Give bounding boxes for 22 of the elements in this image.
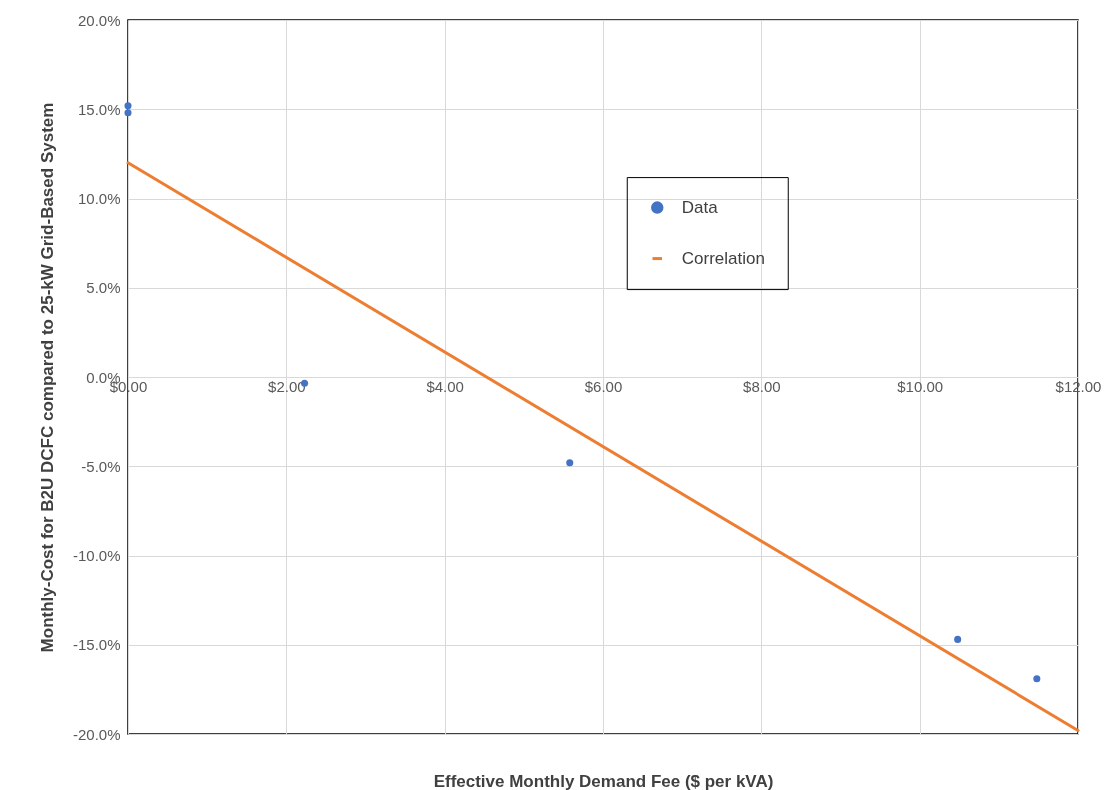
x-tick-label: $4.00 bbox=[426, 377, 464, 395]
x-tick-label: $2.00 bbox=[268, 377, 306, 395]
legend-label: Correlation bbox=[681, 248, 765, 268]
x-tick-label: $6.00 bbox=[584, 377, 623, 395]
point bbox=[566, 459, 574, 467]
point bbox=[954, 635, 962, 643]
y-tick-label: -10.0% bbox=[72, 547, 121, 564]
point bbox=[124, 109, 132, 117]
legend-label: Data bbox=[681, 197, 719, 217]
y-tick-label: -15.0% bbox=[72, 636, 121, 654]
x-axis-title: Effective Monthly Demand Fee ($ per kVA) bbox=[433, 771, 774, 790]
y-tick-label: 10.0% bbox=[77, 190, 121, 207]
y-tick-label: 20.0% bbox=[77, 11, 121, 29]
point bbox=[124, 102, 132, 110]
y-tick-label: 5.0% bbox=[86, 279, 121, 297]
y-axis-title: Monthly-Cost for B2U DCFC compared to 25-kW Grid-Based System bbox=[37, 102, 57, 653]
y-tick-label: -20.0% bbox=[72, 725, 121, 743]
point bbox=[1033, 675, 1041, 683]
y-tick-label: -5.0% bbox=[81, 457, 121, 475]
x-tick-label: $8.00 bbox=[743, 377, 781, 395]
x-tick-label: $10.00 bbox=[897, 377, 944, 395]
y-tick-label: 15.0% bbox=[77, 100, 121, 118]
